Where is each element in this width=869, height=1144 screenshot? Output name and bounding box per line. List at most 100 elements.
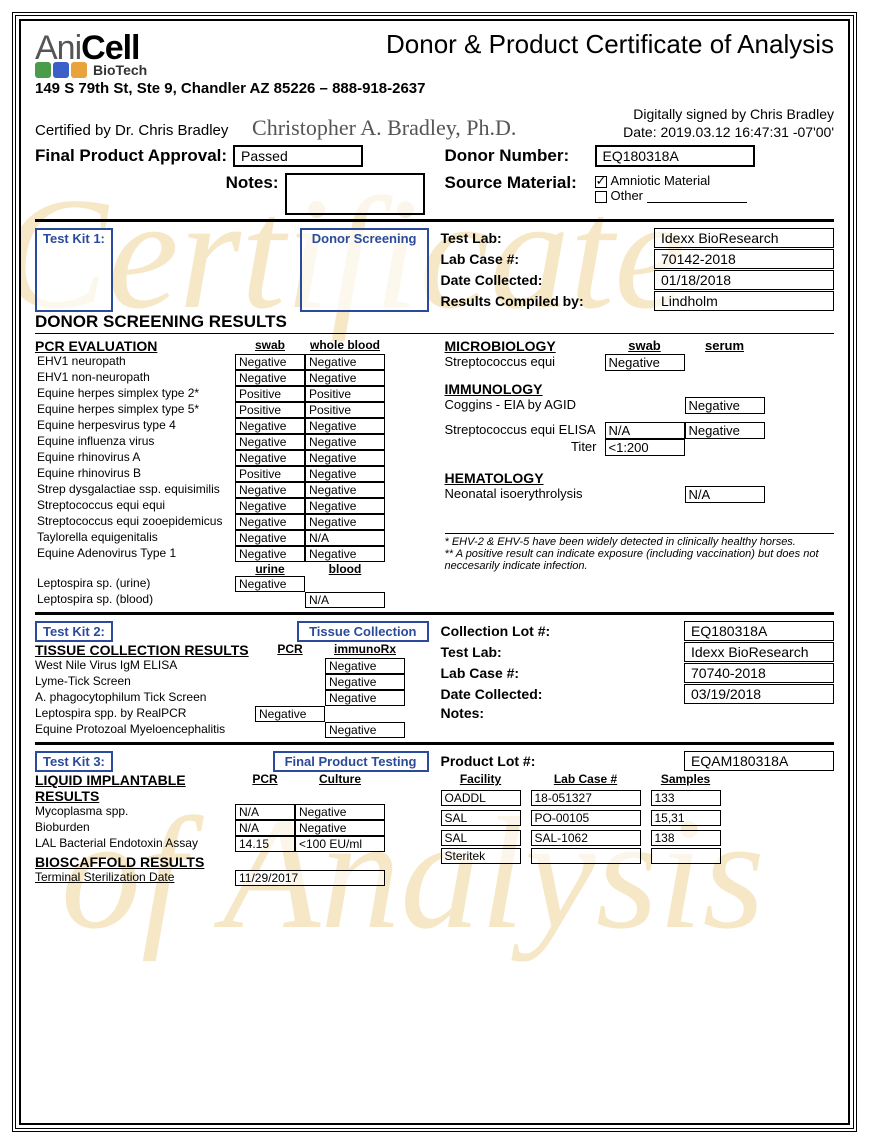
pcr-row-swab: Negative <box>235 546 305 562</box>
pcr-row-name: Strep dysgalactiae ssp. equisimilis <box>35 482 235 498</box>
liquid-row-name: Mycoplasma spp. <box>35 804 235 820</box>
tissue-row-pcr <box>255 658 325 674</box>
tk2-date-label: Date Collected: <box>441 686 591 702</box>
pcr-heading: PCR EVALUATION <box>35 338 235 354</box>
pcr-row-blood: Negative <box>305 370 385 386</box>
fac-row-case: 18-051327 <box>531 790 641 806</box>
tk1-compiled-label: Results Compiled by: <box>441 293 591 309</box>
source-opt1-text: Amniotic Material <box>611 173 711 188</box>
tissue-row-name: Lyme-Tick Screen <box>35 674 255 690</box>
pcr-row-name: EHV1 neuropath <box>35 354 235 370</box>
checkbox-icon[interactable] <box>595 191 607 203</box>
testkit1-name: Donor Screening <box>300 228 429 312</box>
fac-row-case: PO-00105 <box>531 810 641 826</box>
source-opt-amniotic[interactable]: Amniotic Material <box>595 173 747 188</box>
liquid-heading: LIQUID IMPLANTABLE RESULTS <box>35 772 235 804</box>
bioscaffold-heading: BIOSCAFFOLD RESULTS <box>35 854 429 870</box>
tissue-row-name: Equine Protozoal Myeloencephalitis <box>35 722 255 738</box>
bioscaffold-row: Terminal Sterilization Date 11/29/2017 <box>35 870 429 886</box>
pcr-subrow-name: Leptospira sp. (urine) <box>35 576 235 592</box>
immuno-r1-val: Negative <box>685 397 765 414</box>
notes-area[interactable] <box>285 173 425 215</box>
immuno-table: Coggins - EIA by AGID Negative <box>445 397 835 414</box>
pcr-row-blood: Positive <box>305 402 385 418</box>
pcr-row-swab: Negative <box>235 482 305 498</box>
pcr-row-swab: Positive <box>235 386 305 402</box>
pcr-sub-table: urine blood Leptospira sp. (urine)Negati… <box>35 562 425 608</box>
certified-by-label: Certified by Dr. Chris Bradley <box>35 122 228 139</box>
notes-label: Notes: <box>226 173 279 215</box>
digital-sig-line1: Digitally signed by Chris Bradley <box>623 105 834 123</box>
testkit2-label: Test Kit 2: <box>35 621 113 642</box>
fac-row-case: SAL-1062 <box>531 830 641 846</box>
tissue-row-immunorx <box>325 706 405 722</box>
pcr-subrow-blood: N/A <box>305 592 385 608</box>
tissue-row-name: West Nile Virus IgM ELISA <box>35 658 255 674</box>
pcr-row-swab: Negative <box>235 370 305 386</box>
tk2-lot-label: Collection Lot #: <box>441 623 591 639</box>
pcr-row-blood: Negative <box>305 466 385 482</box>
tissue-row-immunorx: Negative <box>325 722 405 738</box>
pcr-subrow-blood <box>305 576 385 592</box>
tk1-lab-value: Idexx BioResearch <box>654 228 834 248</box>
other-fill-line[interactable] <box>647 202 747 203</box>
fac-row-samples: 138 <box>651 830 721 846</box>
testkit2-name: Tissue Collection <box>297 621 428 642</box>
bioscaffold-row-name: Terminal Sterilization Date <box>35 870 235 886</box>
testkit3-label: Test Kit 3: <box>35 751 113 772</box>
pcr-row-swab: Positive <box>235 402 305 418</box>
micro-heading: MICROBIOLOGY <box>445 338 605 354</box>
tissue-row-pcr: Negative <box>255 706 325 722</box>
tissue-row-pcr <box>255 690 325 706</box>
checkbox-icon[interactable] <box>595 176 607 188</box>
immuno-r2-b: Negative <box>685 422 765 439</box>
fac-col1: Facility <box>441 772 521 786</box>
pcr-row-swab: Negative <box>235 498 305 514</box>
signature-script: Christopher A. Bradley, Ph.D. <box>252 115 516 140</box>
tk1-date-label: Date Collected: <box>441 272 591 288</box>
tissue-row-name: Leptospira spp. by RealPCR <box>35 706 255 722</box>
hex-icon <box>35 62 51 78</box>
pcr-row-blood: Negative <box>305 450 385 466</box>
pcr-row-blood: Negative <box>305 418 385 434</box>
pcr-table: PCR EVALUATION swab whole blood EHV1 neu… <box>35 338 425 562</box>
pcr-col2: whole blood <box>305 338 385 354</box>
pcr-row-name: Equine herpesvirus type 4 <box>35 418 235 434</box>
pcr-row-name: Equine rhinovirus A <box>35 450 235 466</box>
bioscaffold-samples <box>651 848 721 864</box>
source-opt-other[interactable]: Other <box>595 188 747 203</box>
fac-row-samples: 133 <box>651 790 721 806</box>
pcr-subrow-urine <box>235 592 305 608</box>
tk2-lab-value: Idexx BioResearch <box>684 642 834 662</box>
fac-row-facility: SAL <box>441 810 521 826</box>
micro-col2: serum <box>685 338 765 354</box>
pcr-row-blood: Negative <box>305 546 385 562</box>
pcr-subcol1: urine <box>235 562 305 576</box>
hema-table: Neonatal isoerythrolysis N/A <box>445 486 835 503</box>
pcr-row-blood: Negative <box>305 482 385 498</box>
pcr-row-name: EHV1 non-neuropath <box>35 370 235 386</box>
liquid-row-name: LAL Bacterial Endotoxin Assay <box>35 836 235 852</box>
liquid-row-culture: <100 EU/ml <box>295 836 385 852</box>
tk1-date-value: 01/18/2018 <box>654 270 834 290</box>
testkit3-name: Final Product Testing <box>273 751 429 772</box>
tissue-row-immunorx: Negative <box>325 674 405 690</box>
pcr-row-name: Streptococcus equi zooepidemicus <box>35 514 235 530</box>
tissue-row-pcr <box>255 722 325 738</box>
tk3-lot-label: Product Lot #: <box>441 753 591 769</box>
pcr-subrow-name: Leptospira sp. (blood) <box>35 592 235 608</box>
pcr-row-blood: Negative <box>305 498 385 514</box>
pcr-row-swab: Negative <box>235 354 305 370</box>
liquid-row-name: Bioburden <box>35 820 235 836</box>
pcr-row-blood: Positive <box>305 386 385 402</box>
liquid-row-culture: Negative <box>295 804 385 820</box>
tissue-col1: PCR <box>255 642 325 658</box>
pcr-row-blood: Negative <box>305 514 385 530</box>
source-material-label: Source Material: <box>445 173 585 215</box>
donor-results-heading: DONOR SCREENING RESULTS <box>35 312 834 332</box>
pcr-row-blood: Negative <box>305 354 385 370</box>
hema-r1-name: Neonatal isoerythrolysis <box>445 486 605 503</box>
bioscaffold-row-val: 11/29/2017 <box>235 870 385 886</box>
hema-heading: HEMATOLOGY <box>445 470 835 486</box>
footnote-block: * EHV-2 & EHV-5 have been widely detecte… <box>445 533 835 572</box>
